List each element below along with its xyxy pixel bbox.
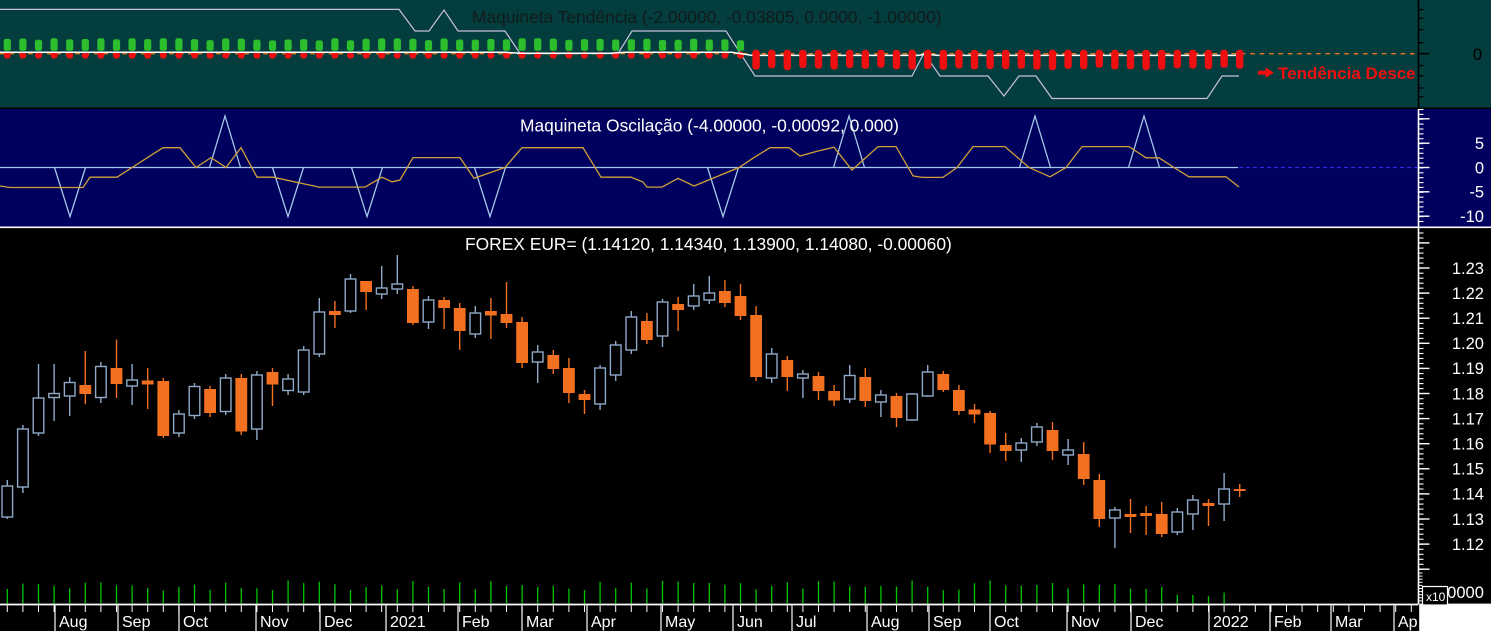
svg-text:Jun: Jun bbox=[737, 614, 763, 631]
svg-text:FOREX EUR= (1.14120, 1.14340,: FOREX EUR= (1.14120, 1.14340, 1.13900, 1… bbox=[465, 234, 952, 254]
svg-text:Mar: Mar bbox=[1335, 614, 1363, 631]
svg-text:Feb: Feb bbox=[462, 614, 490, 631]
svg-text:2021: 2021 bbox=[390, 614, 426, 631]
svg-text:1.13: 1.13 bbox=[1452, 511, 1484, 529]
svg-text:Dec: Dec bbox=[324, 614, 352, 631]
svg-text:Nov: Nov bbox=[1071, 614, 1099, 631]
svg-text:Sep: Sep bbox=[933, 614, 962, 631]
svg-text:-5: -5 bbox=[1469, 184, 1484, 202]
svg-text:1.20: 1.20 bbox=[1452, 335, 1484, 353]
svg-text:1.15: 1.15 bbox=[1452, 461, 1484, 479]
svg-text:Oct: Oct bbox=[183, 614, 208, 631]
svg-text:x10: x10 bbox=[1426, 590, 1446, 604]
svg-text:Feb: Feb bbox=[1274, 614, 1302, 631]
svg-text:1.23: 1.23 bbox=[1452, 260, 1484, 278]
svg-text:Mar: Mar bbox=[526, 614, 554, 631]
svg-text:1.16: 1.16 bbox=[1452, 436, 1484, 454]
svg-text:1.19: 1.19 bbox=[1452, 360, 1484, 378]
svg-text:May: May bbox=[665, 614, 695, 631]
svg-text:50000: 50000 bbox=[1438, 584, 1484, 602]
svg-text:Oct: Oct bbox=[994, 614, 1019, 631]
svg-text:Nov: Nov bbox=[260, 614, 288, 631]
svg-text:1.17: 1.17 bbox=[1452, 410, 1484, 428]
svg-text:Aug: Aug bbox=[59, 614, 87, 631]
svg-text:Tendência Desce: Tendência Desce bbox=[1278, 64, 1416, 83]
svg-text:Maquineta Tendência (-2.00000,: Maquineta Tendência (-2.00000, -0.03805,… bbox=[472, 7, 942, 27]
svg-text:0: 0 bbox=[1473, 46, 1482, 64]
svg-text:Sep: Sep bbox=[122, 614, 151, 631]
svg-text:5: 5 bbox=[1475, 135, 1484, 153]
svg-text:1.21: 1.21 bbox=[1452, 310, 1484, 328]
svg-text:1.18: 1.18 bbox=[1452, 385, 1484, 403]
svg-text:2022: 2022 bbox=[1213, 614, 1249, 631]
svg-text:Maquineta Oscilação (-4.00000,: Maquineta Oscilação (-4.00000, -0.00092,… bbox=[520, 116, 899, 136]
svg-text:-10: -10 bbox=[1460, 208, 1484, 226]
svg-text:1.22: 1.22 bbox=[1452, 285, 1484, 303]
svg-text:Apr: Apr bbox=[591, 614, 617, 631]
svg-text:0: 0 bbox=[1475, 159, 1484, 177]
svg-text:1.12: 1.12 bbox=[1452, 536, 1484, 554]
svg-text:Jul: Jul bbox=[796, 614, 816, 631]
svg-text:Ap: Ap bbox=[1398, 614, 1418, 631]
svg-text:Dec: Dec bbox=[1135, 614, 1163, 631]
svg-text:1.14: 1.14 bbox=[1452, 486, 1484, 504]
svg-text:Aug: Aug bbox=[871, 614, 899, 631]
